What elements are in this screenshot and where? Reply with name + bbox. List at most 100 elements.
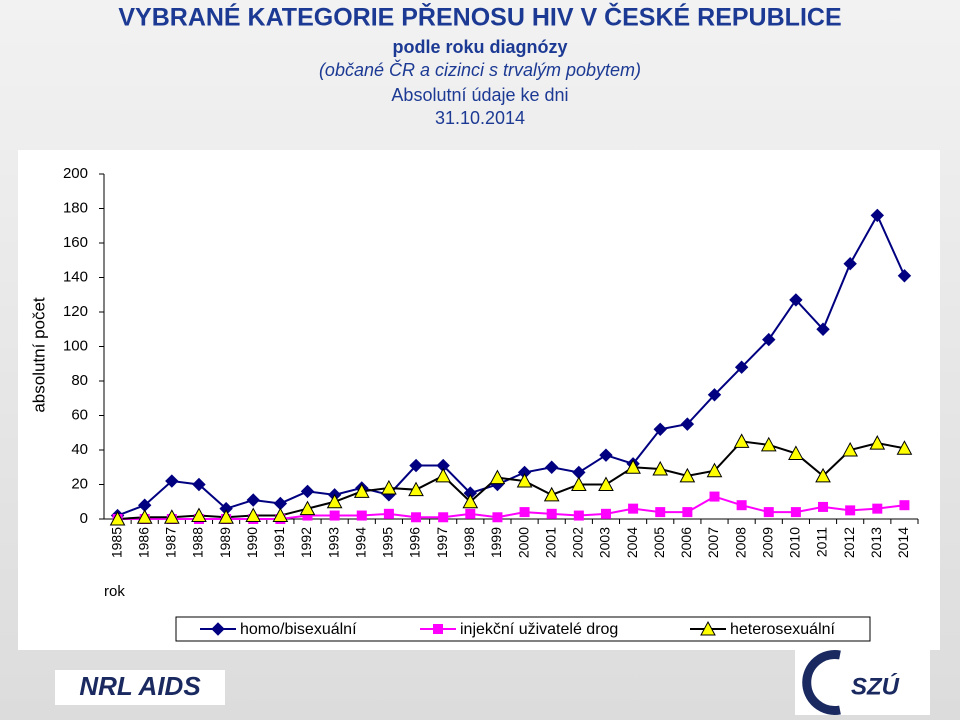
data-point bbox=[872, 503, 883, 514]
legend-label: homo/bisexuální bbox=[240, 621, 357, 638]
y-axis-label: absolutní počet bbox=[29, 297, 48, 413]
data-point bbox=[408, 481, 424, 497]
data-point bbox=[599, 448, 613, 462]
x-tick-label: 2012 bbox=[841, 527, 857, 558]
legend-label: injekční uživatelé drog bbox=[460, 621, 618, 638]
data-point bbox=[680, 417, 695, 431]
data-point bbox=[409, 458, 423, 473]
data-point bbox=[546, 508, 557, 519]
data-point bbox=[489, 469, 506, 485]
data-point bbox=[842, 441, 859, 457]
y-tick-label: 180 bbox=[63, 199, 88, 216]
data-point bbox=[679, 467, 696, 483]
x-tick-label: 1986 bbox=[135, 527, 151, 558]
data-point bbox=[246, 493, 260, 507]
x-tick-label: 1995 bbox=[380, 527, 396, 558]
x-tick-label: 1991 bbox=[271, 527, 287, 558]
x-tick-label: 2000 bbox=[515, 527, 531, 558]
data-point bbox=[869, 435, 886, 450]
x-tick-label: 2009 bbox=[759, 527, 775, 558]
subtitle: Absolutní údaje ke dni bbox=[391, 85, 568, 105]
logo-shape bbox=[802, 650, 841, 715]
y-tick-label: 120 bbox=[63, 303, 88, 320]
data-point bbox=[598, 476, 614, 491]
data-point bbox=[818, 501, 829, 512]
data-point bbox=[381, 479, 397, 495]
y-tick-label: 100 bbox=[63, 337, 88, 354]
data-point bbox=[652, 460, 669, 476]
data-point bbox=[299, 500, 316, 516]
data-point bbox=[544, 460, 559, 474]
data-point bbox=[600, 508, 611, 519]
legend bbox=[175, 616, 871, 642]
chart-panel bbox=[18, 150, 940, 650]
x-tick-label: 1992 bbox=[298, 527, 314, 558]
subtitle: (občané ČR a cizinci s trvalým pobytem) bbox=[319, 59, 641, 80]
y-tick-label: 40 bbox=[71, 441, 88, 458]
y-tick-label: 60 bbox=[71, 406, 88, 423]
data-point bbox=[625, 459, 641, 474]
data-point bbox=[790, 507, 801, 518]
data-point bbox=[218, 509, 234, 524]
x-tick-label: 2010 bbox=[787, 527, 803, 558]
x-tick-label: 2002 bbox=[570, 527, 586, 558]
data-point bbox=[706, 462, 723, 478]
data-point bbox=[653, 422, 667, 437]
data-point bbox=[899, 500, 910, 511]
data-point bbox=[707, 388, 722, 402]
data-point bbox=[462, 493, 479, 509]
y-tick-label: 80 bbox=[71, 372, 88, 389]
data-point bbox=[272, 507, 289, 523]
data-point bbox=[411, 512, 422, 523]
data-point bbox=[628, 503, 639, 514]
logo: NRL AIDS bbox=[79, 671, 201, 701]
data-point bbox=[192, 477, 206, 492]
data-point bbox=[734, 360, 749, 374]
x-tick-label: 2008 bbox=[732, 527, 748, 558]
data-point bbox=[438, 512, 449, 523]
legend-marker bbox=[700, 620, 716, 636]
x-tick-label: 2004 bbox=[624, 527, 640, 558]
data-point bbox=[570, 476, 587, 491]
x-tick-label: 2001 bbox=[542, 527, 558, 558]
data-point bbox=[163, 509, 180, 524]
data-point bbox=[465, 508, 476, 519]
x-tick-label: 1989 bbox=[217, 527, 233, 558]
legend-marker bbox=[433, 624, 443, 634]
data-point bbox=[519, 507, 530, 518]
data-point bbox=[763, 507, 774, 518]
logo: SZÚ bbox=[851, 672, 900, 700]
data-point bbox=[353, 483, 370, 498]
data-point bbox=[816, 322, 830, 336]
subtitle: 31.10.2014 bbox=[435, 108, 525, 128]
data-point bbox=[870, 208, 885, 223]
x-tick-label: 2006 bbox=[678, 527, 694, 558]
data-point bbox=[573, 510, 584, 521]
data-point bbox=[516, 472, 533, 488]
legend-marker bbox=[211, 622, 225, 636]
data-point bbox=[709, 491, 720, 502]
data-point bbox=[109, 510, 126, 526]
subtitle: podle roku diagnózy bbox=[392, 37, 567, 57]
data-point bbox=[435, 467, 452, 483]
x-tick-label: 1994 bbox=[352, 527, 368, 558]
x-tick-label: 2011 bbox=[814, 527, 830, 557]
x-axis-label: rok bbox=[104, 583, 125, 600]
data-point bbox=[845, 505, 856, 516]
y-tick-label: 0 bbox=[80, 510, 88, 527]
data-point bbox=[897, 269, 912, 283]
x-tick-label: 2013 bbox=[868, 527, 884, 558]
data-point bbox=[356, 510, 367, 521]
x-tick-label: 1987 bbox=[163, 527, 179, 558]
y-tick-label: 200 bbox=[63, 165, 88, 182]
x-tick-label: 2003 bbox=[597, 527, 613, 558]
data-point bbox=[191, 507, 207, 523]
data-point bbox=[329, 510, 340, 521]
data-point bbox=[788, 445, 804, 460]
y-tick-label: 160 bbox=[63, 234, 88, 251]
x-tick-label: 1990 bbox=[244, 527, 260, 558]
data-point bbox=[326, 493, 343, 509]
data-point bbox=[843, 256, 857, 271]
data-point bbox=[789, 293, 803, 307]
